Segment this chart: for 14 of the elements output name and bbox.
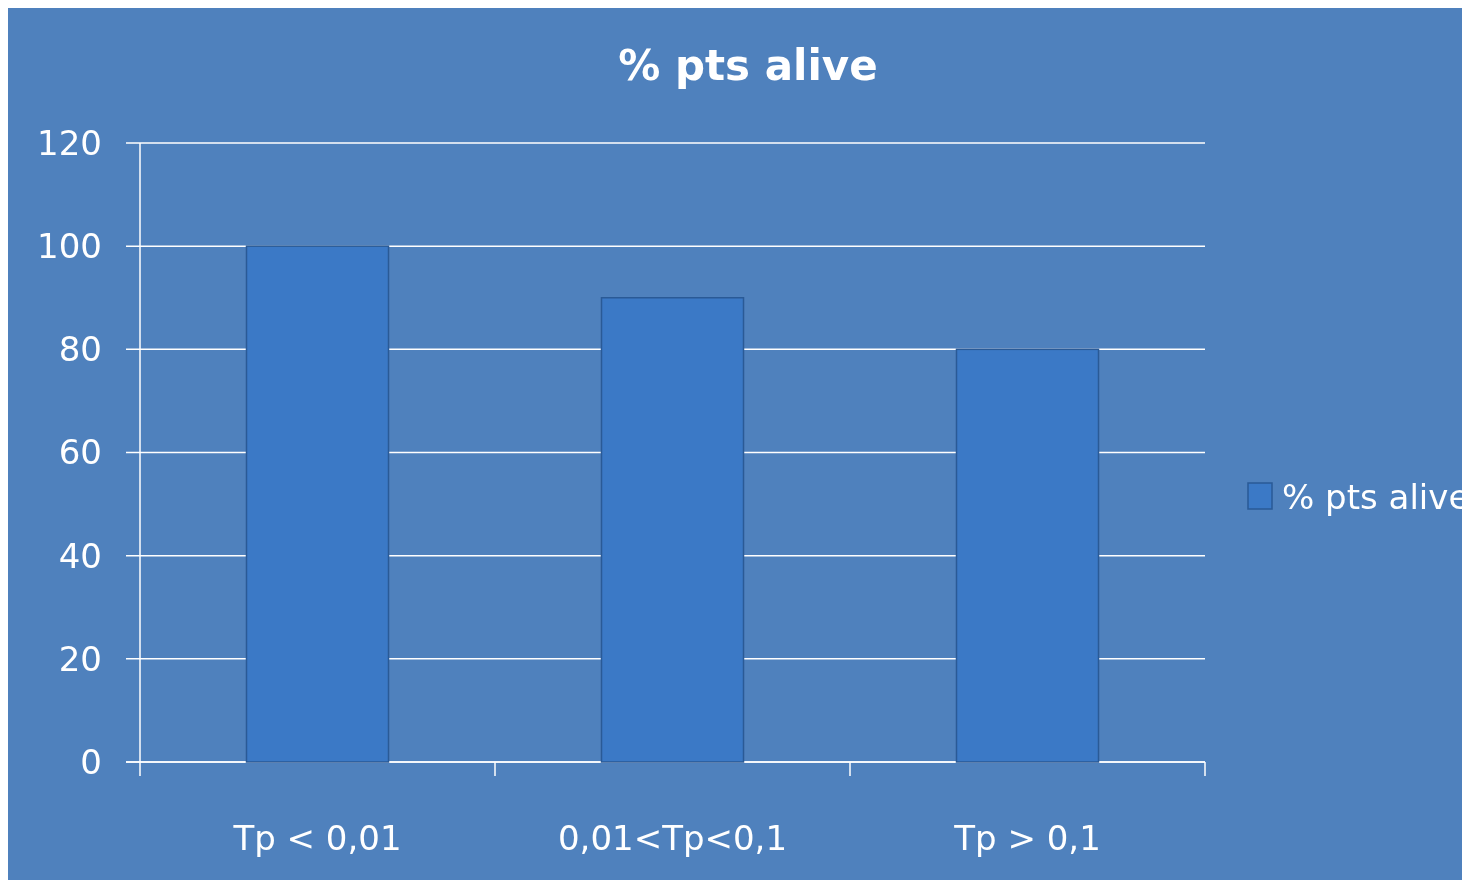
y-tick-label: 60 bbox=[58, 432, 102, 473]
x-tick-label: Tp < 0,01 bbox=[232, 817, 402, 858]
y-tick-label: 0 bbox=[80, 741, 102, 782]
x-tick-label: Tp > 0,1 bbox=[953, 817, 1101, 858]
y-tick-label: 40 bbox=[58, 535, 102, 576]
y-tick-label: 80 bbox=[58, 329, 102, 370]
bar bbox=[245, 245, 390, 763]
y-tick-label: 20 bbox=[58, 638, 102, 679]
bar bbox=[600, 297, 745, 763]
y-tick-label: 120 bbox=[37, 122, 102, 163]
bar bbox=[955, 348, 1100, 763]
chart-title: % pts alive bbox=[618, 41, 878, 90]
x-tick-label: 0,01<Tp<0,1 bbox=[557, 817, 788, 858]
y-tick-label: 100 bbox=[37, 226, 102, 267]
